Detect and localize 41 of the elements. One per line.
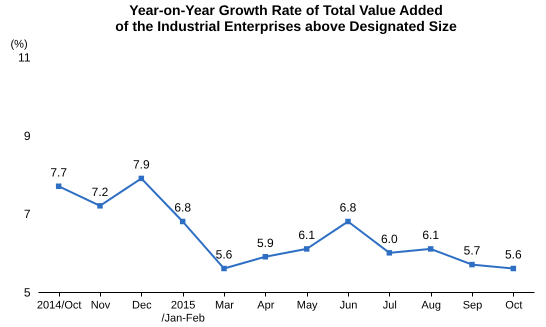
point <box>262 254 268 260</box>
data-label: 6.1 <box>298 228 316 242</box>
point <box>97 203 103 209</box>
y-tick-label: 9 <box>24 128 31 143</box>
y-tick-label: 7 <box>24 207 31 222</box>
x-tick-label: Sep <box>462 300 482 312</box>
text: Year-on-Year Growth Rate of Total Value Added <box>129 2 443 18</box>
data-label: 5.6 <box>504 248 522 262</box>
data-label: 5.6 <box>216 248 233 262</box>
data-label: 6.8 <box>340 200 357 214</box>
x-tick-label: Jul <box>382 300 397 312</box>
point <box>138 176 144 182</box>
data-label: 7.7 <box>50 165 68 180</box>
point <box>428 246 434 252</box>
point <box>510 266 516 272</box>
x-tick-label: 2015 /Jan-Feb <box>161 300 205 324</box>
y-axis-title: (%) <box>10 38 28 50</box>
point <box>180 218 186 224</box>
x-tick-label: Apr <box>257 300 275 312</box>
point <box>56 184 62 189</box>
x-tick-label: 2014/Oct <box>36 300 82 312</box>
text: of the Industrial Enterprises above Designated Size <box>115 18 457 34</box>
y-tick-label: 5 <box>24 286 31 300</box>
data-label: 6.8 <box>174 200 192 214</box>
x-tick-label: Oct <box>505 300 522 312</box>
data-label: 5.7 <box>464 244 481 258</box>
data-label: 7.9 <box>132 157 150 172</box>
data-label: 5.9 <box>256 236 274 250</box>
data-label: 7.2 <box>92 184 109 199</box>
point <box>304 246 310 252</box>
x-tick-label: Nov <box>90 300 111 312</box>
y-tick-label: 11 <box>18 50 31 64</box>
data-label: 6.1 <box>422 228 440 242</box>
x-tick-label: May <box>296 300 318 312</box>
data-label: 6.0 <box>380 232 398 246</box>
x-tick-label: Mar <box>215 300 234 312</box>
x-tick-label: Jun <box>340 300 358 312</box>
x-tick-label: Dec <box>132 300 152 312</box>
point <box>386 250 392 256</box>
x-tick-label: Aug <box>421 300 441 312</box>
point <box>469 262 475 268</box>
